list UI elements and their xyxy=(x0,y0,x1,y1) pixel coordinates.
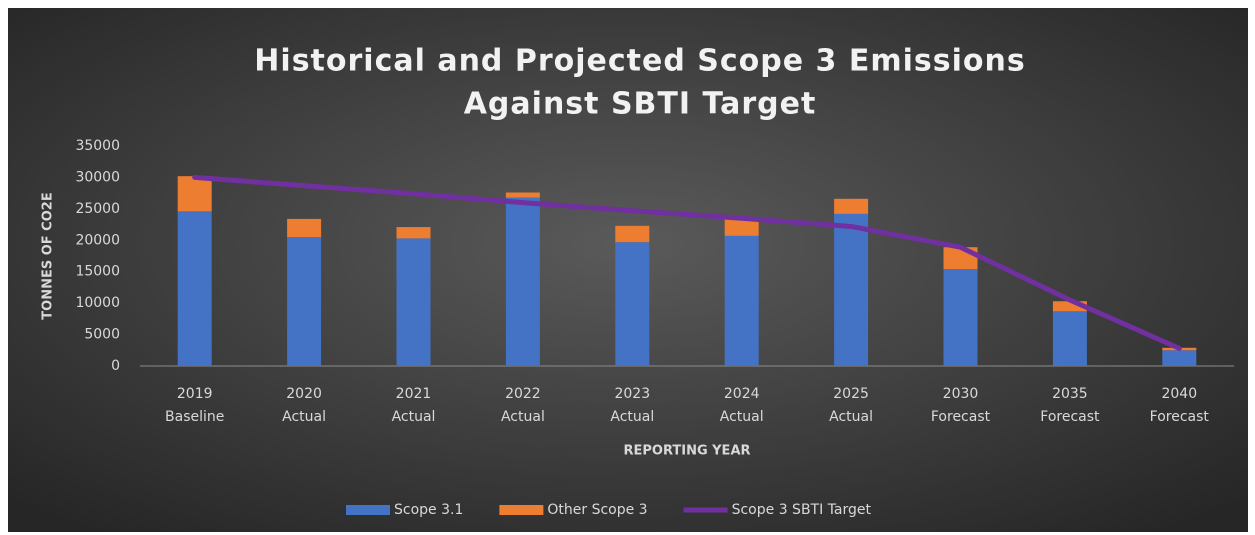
x-tick-label: Baseline xyxy=(165,409,224,425)
bar xyxy=(943,269,978,366)
x-tick-label: 2040 xyxy=(1161,386,1197,402)
bar xyxy=(1162,350,1197,366)
chart-title: Against SBTI Target xyxy=(464,87,817,122)
x-tick-label: Actual xyxy=(282,409,326,425)
x-tick-label: 2020 xyxy=(286,386,322,402)
legend-label: Scope 3.1 xyxy=(394,502,463,518)
y-tick-label: 30000 xyxy=(75,169,120,185)
x-tick-label: 2021 xyxy=(396,386,432,402)
x-tick-label: 2022 xyxy=(505,386,541,402)
x-tick-label: 2023 xyxy=(614,386,650,402)
legend-label: Other Scope 3 xyxy=(547,502,647,518)
y-tick-label: 35000 xyxy=(75,138,120,154)
x-tick-label: Actual xyxy=(501,409,545,425)
x-axis-title: REPORTING YEAR xyxy=(623,444,750,459)
bar xyxy=(724,218,759,236)
legend-swatch xyxy=(346,505,390,515)
legend-label: Scope 3 SBTI Target xyxy=(732,502,872,518)
x-tick-label: Forecast xyxy=(1150,409,1210,425)
y-tick-label: 20000 xyxy=(75,232,120,248)
y-tick-label: 5000 xyxy=(84,327,120,343)
x-tick-label: Forecast xyxy=(1040,409,1100,425)
bar xyxy=(396,227,431,239)
bar xyxy=(724,235,759,366)
x-tick-label: 2025 xyxy=(833,386,869,402)
x-tick-label: Actual xyxy=(720,409,764,425)
bar xyxy=(505,197,540,366)
target-line xyxy=(192,174,1182,351)
bar xyxy=(287,218,322,238)
bar xyxy=(615,242,650,366)
x-tick-label: 2019 xyxy=(177,386,213,402)
y-tick-label: 10000 xyxy=(75,295,120,311)
chart-title: Historical and Projected Scope 3 Emissio… xyxy=(254,44,1025,79)
x-tick-label: 2024 xyxy=(724,386,760,402)
y-axis-title: TONNES OF CO2E xyxy=(41,192,56,319)
y-tick-label: 25000 xyxy=(75,201,120,217)
x-tick-label: 2030 xyxy=(943,386,979,402)
bar xyxy=(287,237,322,366)
x-tick-label: 2035 xyxy=(1052,386,1088,402)
y-tick-label: 15000 xyxy=(75,264,120,280)
bar xyxy=(505,192,540,198)
bar xyxy=(1052,301,1087,312)
x-tick-label: Forecast xyxy=(931,409,991,425)
bar xyxy=(177,176,212,212)
bar xyxy=(834,198,869,214)
x-tick-label: Actual xyxy=(392,409,436,425)
y-tick-label: 0 xyxy=(111,358,120,374)
bar xyxy=(1052,311,1087,366)
bar xyxy=(615,225,650,243)
bar xyxy=(834,213,869,366)
bar xyxy=(396,238,431,366)
bar xyxy=(177,211,212,366)
x-tick-label: Actual xyxy=(829,409,873,425)
x-tick-label: Actual xyxy=(610,409,654,425)
legend-swatch xyxy=(499,505,544,515)
